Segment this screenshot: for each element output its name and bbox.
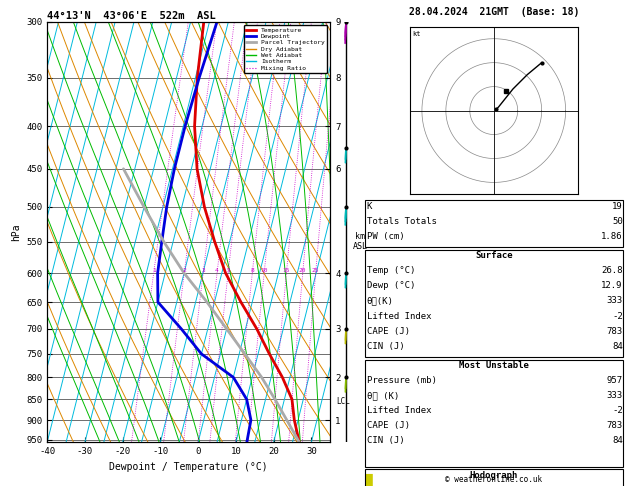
Text: 26.8: 26.8: [601, 266, 623, 276]
Text: © weatheronline.co.uk: © weatheronline.co.uk: [445, 474, 542, 484]
Text: LCL: LCL: [336, 397, 350, 406]
Text: 50: 50: [612, 217, 623, 226]
Text: 1: 1: [152, 268, 155, 273]
Text: █: █: [365, 473, 372, 486]
Y-axis label: km
ASL: km ASL: [352, 232, 367, 251]
Text: 957: 957: [606, 376, 623, 385]
Text: 15: 15: [282, 268, 290, 273]
Text: 4: 4: [215, 268, 219, 273]
Text: -2: -2: [612, 312, 623, 321]
Text: -2: -2: [612, 406, 623, 416]
Text: CAPE (J): CAPE (J): [367, 327, 409, 336]
Text: 3: 3: [201, 268, 205, 273]
Legend: Temperature, Dewpoint, Parcel Trajectory, Dry Adiabat, Wet Adiabat, Isotherm, Mi: Temperature, Dewpoint, Parcel Trajectory…: [244, 25, 327, 73]
Text: Hodograph: Hodograph: [470, 471, 518, 480]
Text: Totals Totals: Totals Totals: [367, 217, 437, 226]
Text: 783: 783: [606, 327, 623, 336]
Text: Most Unstable: Most Unstable: [459, 361, 529, 370]
Text: 19: 19: [612, 202, 623, 211]
Text: Surface: Surface: [475, 251, 513, 260]
Text: 333: 333: [606, 296, 623, 306]
Text: 5: 5: [226, 268, 230, 273]
Text: θᴄ (K): θᴄ (K): [367, 391, 399, 400]
Text: PW (cm): PW (cm): [367, 232, 404, 241]
Text: CIN (J): CIN (J): [367, 436, 404, 446]
Text: 10: 10: [260, 268, 268, 273]
Text: 1.86: 1.86: [601, 232, 623, 241]
Text: Pressure (mb): Pressure (mb): [367, 376, 437, 385]
X-axis label: Dewpoint / Temperature (°C): Dewpoint / Temperature (°C): [109, 462, 268, 472]
Text: Lifted Index: Lifted Index: [367, 312, 431, 321]
Text: kt: kt: [413, 31, 421, 37]
Text: 783: 783: [606, 421, 623, 431]
Text: 2: 2: [182, 268, 186, 273]
Text: 28.04.2024  21GMT  (Base: 18): 28.04.2024 21GMT (Base: 18): [409, 7, 579, 17]
Text: 333: 333: [606, 391, 623, 400]
Y-axis label: hPa: hPa: [11, 223, 21, 241]
Text: CAPE (J): CAPE (J): [367, 421, 409, 431]
Text: Temp (°C): Temp (°C): [367, 266, 415, 276]
Text: 20: 20: [299, 268, 306, 273]
Text: 25: 25: [312, 268, 320, 273]
Text: 12.9: 12.9: [601, 281, 623, 291]
Text: Lifted Index: Lifted Index: [367, 406, 431, 416]
Text: θᴄ(K): θᴄ(K): [367, 296, 394, 306]
Text: 84: 84: [612, 342, 623, 351]
Text: Dewp (°C): Dewp (°C): [367, 281, 415, 291]
Text: 8: 8: [250, 268, 254, 273]
Text: K: K: [367, 202, 372, 211]
Text: 44°13'N  43°06'E  522m  ASL: 44°13'N 43°06'E 522m ASL: [47, 11, 216, 21]
Text: 84: 84: [612, 436, 623, 446]
Text: CIN (J): CIN (J): [367, 342, 404, 351]
